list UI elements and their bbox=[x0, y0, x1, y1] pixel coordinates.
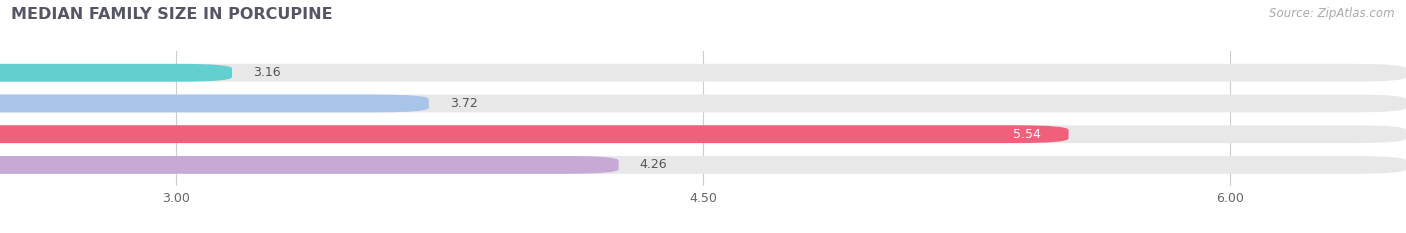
FancyBboxPatch shape bbox=[0, 156, 1406, 174]
FancyBboxPatch shape bbox=[0, 125, 1069, 143]
Text: 3.72: 3.72 bbox=[450, 97, 478, 110]
FancyBboxPatch shape bbox=[0, 125, 1406, 143]
FancyBboxPatch shape bbox=[0, 95, 429, 112]
Text: MEDIAN FAMILY SIZE IN PORCUPINE: MEDIAN FAMILY SIZE IN PORCUPINE bbox=[11, 7, 333, 22]
FancyBboxPatch shape bbox=[0, 64, 1406, 82]
FancyBboxPatch shape bbox=[0, 64, 232, 82]
Text: Source: ZipAtlas.com: Source: ZipAtlas.com bbox=[1270, 7, 1395, 20]
Text: 5.54: 5.54 bbox=[1012, 128, 1040, 141]
FancyBboxPatch shape bbox=[0, 156, 619, 174]
Text: 4.26: 4.26 bbox=[640, 158, 668, 171]
FancyBboxPatch shape bbox=[0, 95, 1406, 112]
Text: 3.16: 3.16 bbox=[253, 66, 281, 79]
